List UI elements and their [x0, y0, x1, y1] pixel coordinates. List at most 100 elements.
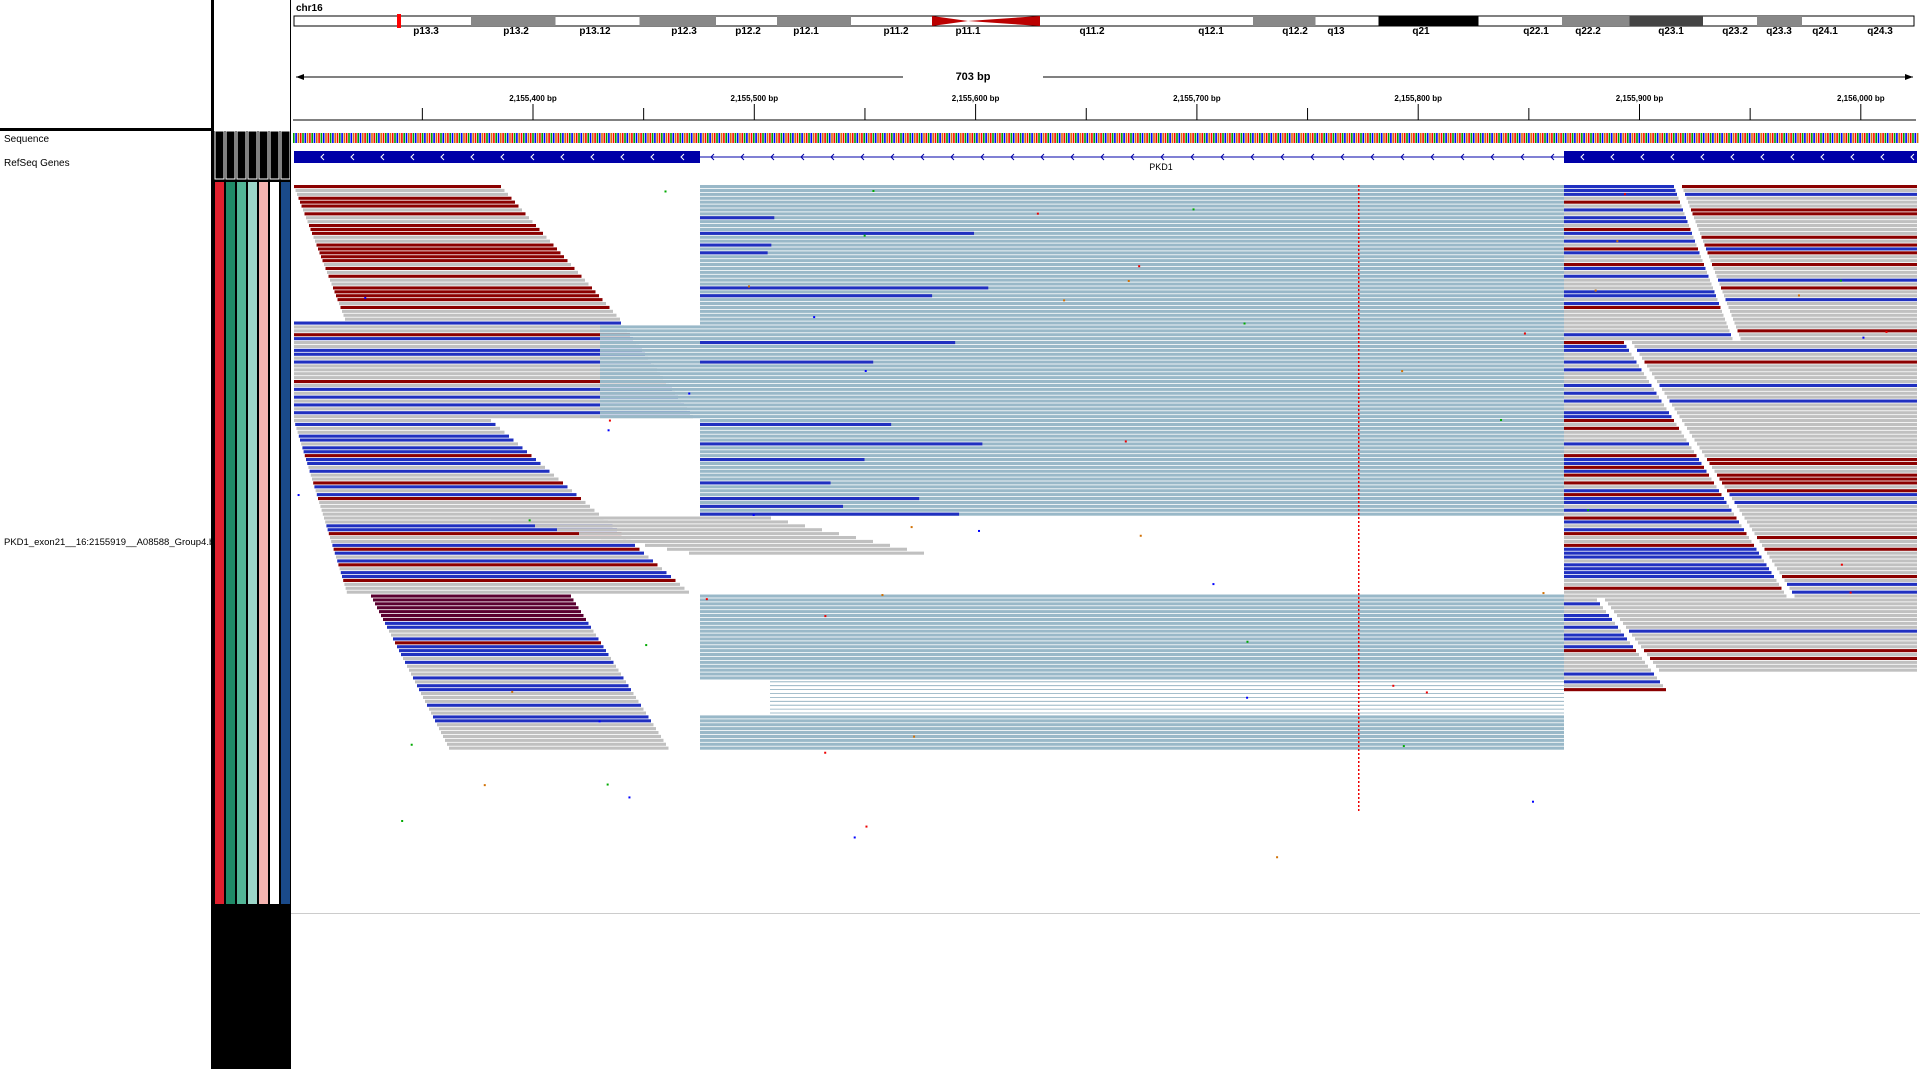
read-mapq0 [700, 649, 1564, 653]
base-mark [1426, 133, 1429, 143]
read [1564, 684, 1663, 688]
base-mark [1123, 133, 1125, 143]
read [431, 711, 646, 715]
read [318, 497, 581, 501]
mismatch-mark [1358, 769, 1360, 771]
mismatch-mark [1358, 241, 1360, 243]
data-panel[interactable]: chr16 p13.3 p13.2 p13.12 p12.3 p12.2 p12.1 p11… [291, 0, 1920, 1069]
base-mark [1592, 133, 1595, 143]
base-mark [1732, 133, 1735, 143]
base-mark [472, 133, 474, 143]
read [1769, 555, 1917, 559]
sequence-track[interactable] [291, 132, 1920, 144]
base-mark [1072, 133, 1075, 143]
attribute-columns[interactable] [214, 0, 291, 1069]
base-mark [736, 133, 739, 143]
read [391, 633, 596, 637]
read [1656, 664, 1917, 668]
mismatch-mark [1358, 501, 1360, 503]
base-mark [716, 133, 718, 143]
mismatch-mark [1358, 577, 1360, 579]
read [1564, 645, 1633, 649]
read [387, 625, 591, 629]
base-mark [1376, 133, 1378, 143]
cytoband [1629, 16, 1703, 26]
read [1695, 220, 1917, 224]
base-mark [1169, 133, 1171, 143]
mismatch-mark [1624, 193, 1627, 196]
read-mapq0 [700, 286, 1564, 290]
base-mark [1045, 133, 1047, 143]
base-mark [1650, 133, 1652, 143]
read-mapq0 [700, 298, 1564, 302]
read [1722, 481, 1917, 485]
base-mark [1061, 133, 1063, 143]
read [1652, 372, 1917, 376]
panel-divider[interactable] [211, 0, 214, 1069]
sequence-track-label[interactable]: Sequence [4, 134, 50, 145]
current-region-marker [397, 14, 401, 28]
read-mapq0 [700, 489, 1564, 493]
mismatch-mark [1358, 201, 1360, 203]
read-mapq0 [700, 465, 1564, 469]
refseq-track-label[interactable]: RefSeq Genes [4, 158, 70, 169]
base-mark [1148, 133, 1151, 143]
base-mark [1590, 133, 1592, 143]
alignment-track[interactable] [291, 185, 1920, 915]
mismatch-mark [1358, 777, 1360, 779]
read [307, 220, 533, 224]
mismatch-mark [598, 720, 601, 723]
base-mark [1587, 133, 1590, 143]
base-mark [1330, 133, 1332, 143]
base-mark [382, 133, 385, 143]
read-mapq0 [600, 344, 1564, 348]
read [1683, 188, 1917, 192]
base-mark [575, 133, 578, 143]
base-mark [1194, 133, 1197, 143]
ruler[interactable] [291, 60, 1920, 124]
read [1737, 504, 1917, 508]
read [322, 259, 568, 263]
base-mark [1702, 133, 1705, 143]
base-mark [1668, 133, 1670, 143]
base-mark [1748, 133, 1751, 143]
read [315, 489, 572, 493]
base-mark [1767, 133, 1769, 143]
cytoband [1378, 16, 1479, 26]
base-mark [1615, 133, 1618, 143]
read [294, 395, 678, 399]
base-mark [364, 133, 366, 143]
bam-track-label[interactable]: PKD1_exon21__16:2155919__A08588_Group4.b… [4, 537, 228, 548]
read [294, 329, 627, 333]
read [1724, 485, 1917, 489]
base-mark [1449, 133, 1452, 143]
read-mapq0 [600, 391, 1564, 395]
mismatch-mark [1358, 665, 1360, 667]
read-insert [700, 341, 956, 345]
attribute-color-2 [226, 182, 235, 904]
base-mark [474, 133, 477, 143]
read [557, 528, 822, 532]
base-mark [1751, 133, 1753, 143]
read-mapq0 [700, 668, 1564, 672]
base-mark [316, 133, 318, 143]
read-mapq0 [700, 450, 1564, 454]
read [294, 185, 501, 189]
base-mark [1360, 133, 1362, 143]
base-mark [677, 133, 679, 143]
base-mark [1146, 133, 1148, 143]
base-mark [1406, 133, 1408, 143]
read [307, 461, 541, 465]
refseq-gene-track[interactable] [291, 148, 1920, 178]
chromosome-ideogram[interactable] [291, 0, 1920, 48]
read [417, 684, 629, 688]
mismatch-mark [483, 784, 486, 787]
read [1639, 352, 1917, 356]
mismatch-mark [608, 419, 611, 422]
mismatch-mark [1358, 713, 1360, 715]
base-mark [955, 133, 957, 143]
base-mark [610, 133, 612, 143]
base-mark [773, 133, 776, 143]
gene-name-label[interactable]: PKD1 [1149, 162, 1173, 172]
read [1730, 309, 1917, 313]
